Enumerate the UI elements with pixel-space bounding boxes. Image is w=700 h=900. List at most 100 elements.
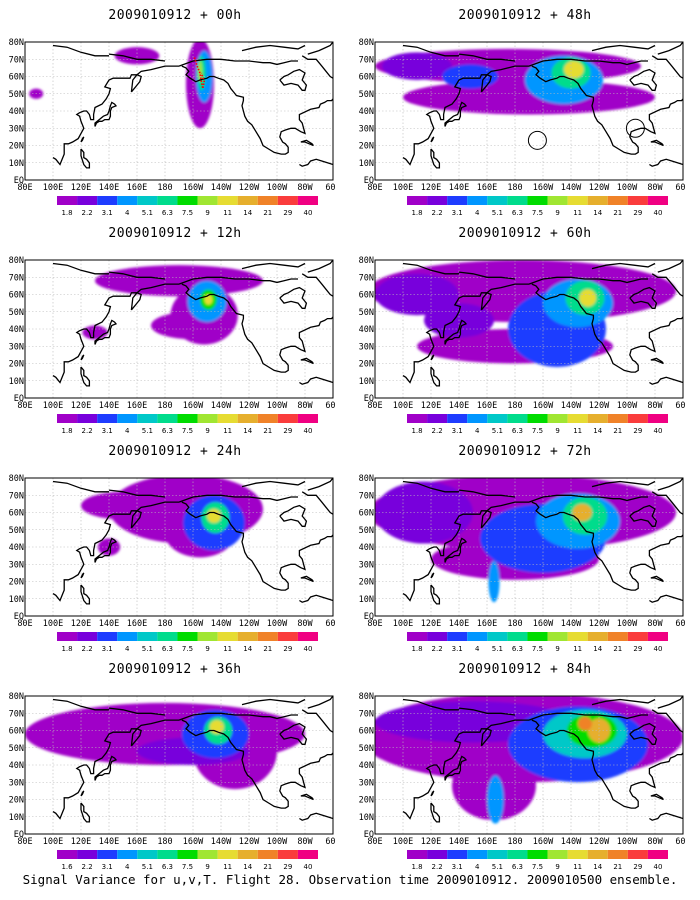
colorbar-label: 14	[593, 863, 602, 871]
colorbar-label: 7.5	[532, 427, 543, 435]
colorbar-label: 7.5	[182, 427, 193, 435]
coastline	[299, 376, 333, 385]
map-panel: 2009010912 + 48h 80E 100E 120E 140E 160E 180 16…	[355, 0, 695, 218]
lat-tick-label: 10N	[359, 595, 374, 605]
lat-tick-label: 50N	[359, 526, 374, 536]
colorbar-label: 6.3	[162, 427, 173, 435]
colorbar-swatch	[177, 850, 198, 859]
lon-tick-label: 160E	[477, 183, 497, 190]
lon-tick-label: 180	[157, 183, 172, 190]
variance-map: 80E 100E 120E 140E 160E 180 160W 140W 120W 100W 80…	[359, 256, 685, 408]
colorbar-swatch	[647, 414, 668, 423]
lon-tick-label: 100W	[267, 837, 288, 844]
colorbar-swatch	[487, 850, 508, 859]
lon-tick-label: 120W	[589, 837, 610, 844]
lon-tick-label: 100E	[43, 401, 63, 408]
coastline	[300, 357, 314, 365]
panel-title: 2009010912 + 72h	[458, 444, 592, 459]
variance-contour	[578, 716, 592, 731]
lon-tick-label: 180	[507, 837, 522, 844]
panel-title: 2009010912 + 60h	[458, 226, 592, 241]
lon-tick-label: 180	[507, 401, 522, 408]
coastline	[52, 698, 109, 711]
coastline	[130, 74, 142, 93]
lat-tick-label: 50N	[359, 744, 374, 754]
lat-tick-label: EQ	[14, 830, 24, 840]
colorbar-swatch	[427, 850, 448, 859]
colorbar-label: 29	[283, 863, 292, 871]
colorbar-swatch	[527, 632, 548, 641]
coastline	[430, 572, 435, 579]
colorbar-label: 4	[475, 209, 480, 217]
colorbar-swatch	[487, 196, 508, 205]
colorbar-swatch	[647, 850, 668, 859]
colorbar-label: 40	[304, 209, 313, 217]
colorbar-swatch	[567, 850, 588, 859]
lat-tick-label: 50N	[359, 90, 374, 100]
coastline	[108, 489, 166, 498]
coastline	[299, 594, 333, 603]
lon-tick-label: 140E	[99, 183, 119, 190]
lat-tick-label: 50N	[9, 308, 24, 318]
map-panel: 2009010912 + 12h 80E 100E 120E 140E 160E 180 16…	[5, 218, 345, 436]
colorbar-swatch	[607, 632, 628, 641]
coastline	[80, 366, 91, 387]
colorbar-label: 29	[633, 427, 642, 435]
coastline	[430, 366, 441, 387]
lon-tick-label: 140E	[449, 183, 469, 190]
colorbar: 1.8 2.2 3.1 4 5.1 6.3 7.5 9 11 14 21 29 40	[407, 196, 668, 217]
coastline	[480, 292, 492, 311]
colorbar-swatch	[487, 414, 508, 423]
colorbar-label: 7.5	[532, 209, 543, 217]
coastline	[458, 707, 516, 716]
colorbar-label: 14	[243, 427, 252, 435]
lat-tick-label: 40N	[359, 543, 374, 553]
lon-tick-label: 160E	[477, 401, 497, 408]
coastline	[528, 58, 648, 67]
colorbar-swatch	[547, 850, 568, 859]
colorbar-label: 9	[555, 863, 559, 871]
colorbar-label: 9	[555, 645, 559, 653]
lon-tick-label: 80E	[17, 183, 32, 190]
colorbar-swatch	[157, 414, 178, 423]
lat-tick-label: 80N	[9, 692, 24, 702]
colorbar-label: 4	[125, 427, 130, 435]
lon-tick-label: 80W	[297, 837, 313, 844]
colorbar-label: 21	[263, 645, 272, 653]
panel-title: 2009010912 + 00h	[108, 8, 242, 23]
coastline	[430, 802, 441, 823]
coastline	[279, 504, 308, 527]
coastline	[130, 292, 142, 311]
colorbar-swatch	[467, 196, 488, 205]
lat-tick-label: 50N	[9, 744, 24, 754]
lon-tick-label: 160W	[183, 183, 204, 190]
colorbar-swatch	[237, 850, 258, 859]
colorbar-swatch	[97, 196, 118, 205]
colorbar-swatch	[157, 850, 178, 859]
colorbar-label: 21	[263, 863, 272, 871]
coastline	[444, 319, 468, 345]
lon-tick-label: 140E	[99, 401, 119, 408]
map-panel: 2009010912 + 00h 80E 100E 120E 140E 160E 180 16…	[5, 0, 345, 218]
coastline	[531, 65, 683, 155]
lat-tick-label: 70N	[9, 709, 24, 719]
figure-caption: Signal Variance for u,v,T. Flight 28. Ob…	[22, 872, 678, 887]
colorbar-label: 21	[613, 863, 622, 871]
coastline	[80, 354, 85, 361]
coastline	[458, 271, 516, 280]
colorbar-label: 1.8	[411, 427, 422, 435]
lat-tick-label: 20N	[359, 796, 374, 806]
colorbar-swatch	[507, 850, 528, 859]
lon-tick-label: 80W	[297, 401, 313, 408]
colorbar-label: 14	[243, 209, 252, 217]
coastline	[300, 793, 314, 801]
colorbar-label: 40	[304, 645, 313, 653]
coastline	[178, 276, 298, 285]
colorbar-label: 14	[243, 863, 252, 871]
coastline	[279, 286, 308, 309]
lon-tick-label: 180	[157, 837, 172, 844]
lat-tick-label: 50N	[359, 308, 374, 318]
lat-tick-label: 60N	[359, 291, 374, 301]
colorbar-swatch	[57, 196, 78, 205]
colorbar-label: 11	[223, 645, 232, 653]
